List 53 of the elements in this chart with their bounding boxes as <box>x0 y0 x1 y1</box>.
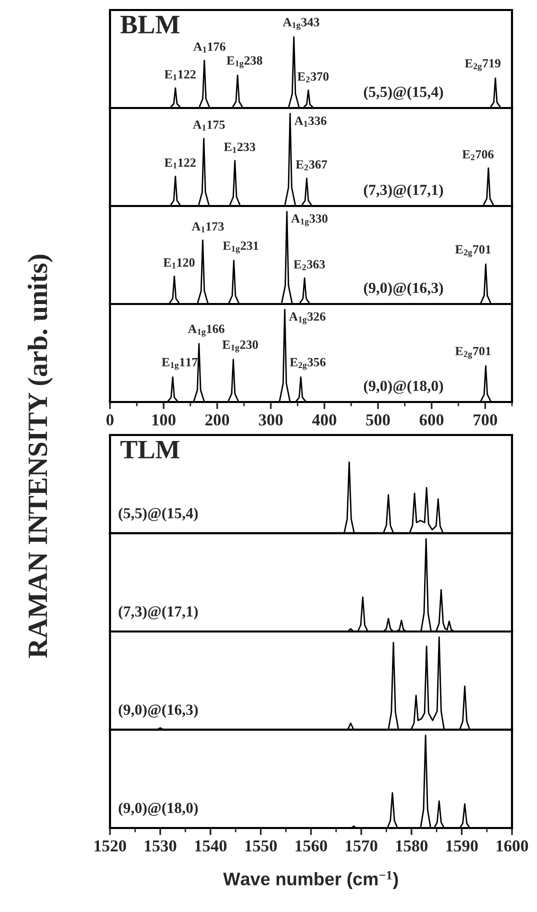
series-label: (9,0)@(16,3) <box>364 282 443 296</box>
chart-title: TLM <box>120 440 180 458</box>
annotation: E$_{1}$233 <box>224 142 256 153</box>
x-axis-title: Wave number (cm$^{−1}$) <box>223 871 398 889</box>
annotation: E$_{2}$363 <box>294 260 325 270</box>
annotation: A$_{1g}$166 <box>188 324 224 337</box>
x-tick-label: 1550 <box>245 840 277 852</box>
x-tick-label: 100 <box>152 414 176 426</box>
annotation: E$_{1g}$117 <box>162 358 198 370</box>
x-tick-label: 1530 <box>144 840 176 852</box>
annotation: E$_{1g}$231 <box>222 241 258 254</box>
x-tick-label: 500 <box>366 414 390 426</box>
y-axis-title: RAMAN INTENSITY (arb. units) <box>28 254 53 658</box>
annotation: A$_{1}$336 <box>294 116 326 127</box>
annotation: E$_{1}$122 <box>164 70 196 80</box>
annotation: E$_{1g}$238 <box>226 56 262 68</box>
annotation: E$_{2g}$701 <box>455 245 491 258</box>
annotation: E$_{2g}$701 <box>455 346 491 359</box>
series-label: (5,5)@(15,4) <box>118 508 198 522</box>
x-tick-label: 200 <box>205 414 230 426</box>
x-tick-label: 1570 <box>346 840 378 852</box>
annotation: E$_{1g}$230 <box>222 340 258 352</box>
annotation: E$_{2}$367 <box>296 160 328 170</box>
annotation: A$_{1g}$330 <box>291 214 328 226</box>
series-label: (9,0)@(18,0) <box>118 802 198 816</box>
series-label: (9,0)@(16,3) <box>118 704 198 718</box>
x-tick-label: 1540 <box>195 840 227 852</box>
x-tick-label: 300 <box>258 414 283 426</box>
annotation: E$_{2g}$719 <box>464 59 500 72</box>
annotation: E$_{2}$370 <box>297 72 329 82</box>
annotation: A$_{1}$175 <box>192 120 225 130</box>
series-label: (7,3)@(17,1) <box>118 606 198 620</box>
x-tick-label: 400 <box>312 414 336 426</box>
annotation: E$_{1}$122 <box>164 158 196 168</box>
x-tick-label: 700 <box>474 414 498 426</box>
annotation: A$_{1}$173 <box>192 222 224 232</box>
x-tick-label: 1590 <box>446 840 478 852</box>
annotation: E$_{2g}$356 <box>290 358 326 370</box>
series-label: (9,0)@(18,0) <box>364 380 443 394</box>
series-label: (5,5)@(15,4) <box>364 86 443 100</box>
annotation: E$_{2}$706 <box>462 150 494 160</box>
x-tick-label: 0 <box>106 414 114 426</box>
x-tick-label: 1580 <box>396 840 428 852</box>
annotation: A$_{1g}$343 <box>282 18 320 30</box>
chart-title: BLM <box>120 16 180 34</box>
annotation: E$_{1}$120 <box>163 258 195 268</box>
annotation: A$_{1g}$326 <box>289 312 326 324</box>
x-tick-label: 1520 <box>94 840 126 852</box>
x-tick-label: 1560 <box>296 840 328 852</box>
annotation: A$_{1}$176 <box>193 42 226 52</box>
x-tick-label: 1600 <box>496 840 528 852</box>
series-label: (7,3)@(17,1) <box>364 184 443 198</box>
x-tick-label: 600 <box>420 414 444 426</box>
